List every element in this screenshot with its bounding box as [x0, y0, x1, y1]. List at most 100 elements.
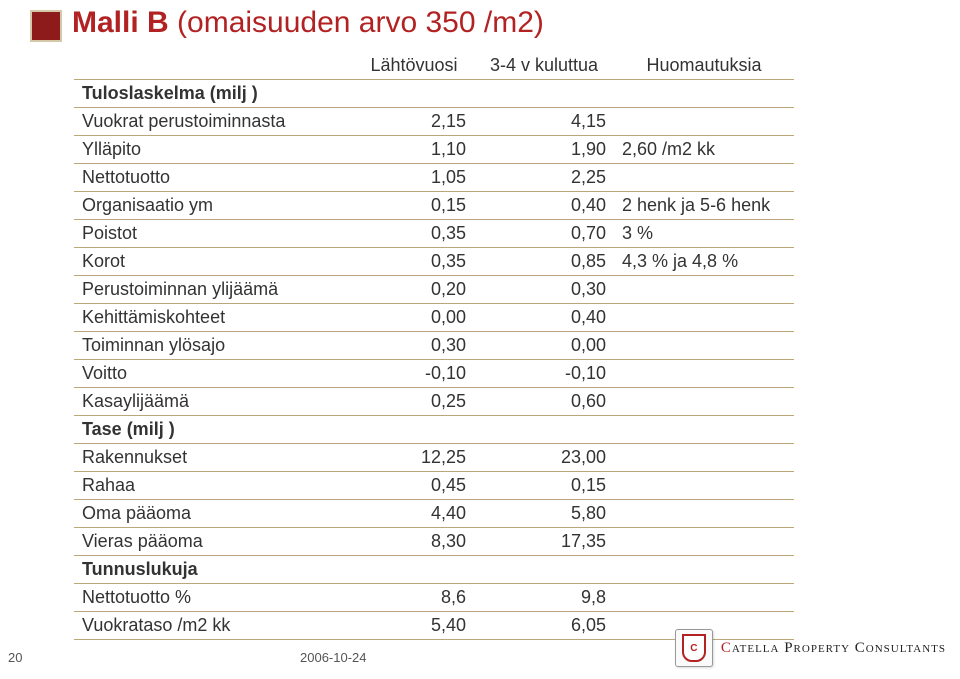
slide-title: Malli B (omaisuuden arvo 350 /m2)	[72, 6, 544, 40]
row-value-1: 2,15	[354, 108, 474, 136]
table-row: Vieras pääoma8,3017,35	[74, 528, 794, 556]
row-value-1: 12,25	[354, 444, 474, 472]
row-note	[614, 276, 794, 304]
row-value-1: 0,25	[354, 388, 474, 416]
table-row: Rahaa0,450,15	[74, 472, 794, 500]
table-row: Tuloslaskelma (milj )	[74, 80, 794, 108]
row-value-2: 0,40	[474, 192, 614, 220]
row-value-2: 23,00	[474, 444, 614, 472]
row-value-2: 2,25	[474, 164, 614, 192]
row-label: Nettotuotto %	[74, 584, 354, 612]
row-label: Ylläpito	[74, 136, 354, 164]
row-value-1: 8,6	[354, 584, 474, 612]
row-value-2: 0,70	[474, 220, 614, 248]
table-row: Voitto-0,10-0,10	[74, 360, 794, 388]
row-value-2: 17,35	[474, 528, 614, 556]
col-header-1: Lähtövuosi	[354, 52, 474, 80]
table-row: Toiminnan ylösajo0,300,00	[74, 332, 794, 360]
logo-text: Catella Property Consultants	[721, 641, 946, 656]
row-note	[614, 108, 794, 136]
row-label: Rahaa	[74, 472, 354, 500]
col-header-3: Huomautuksia	[614, 52, 794, 80]
table-row: Vuokrat perustoiminnasta2,154,15	[74, 108, 794, 136]
logo-first-letter: C	[721, 640, 732, 656]
row-value-2: -0,10	[474, 360, 614, 388]
row-value-2	[474, 556, 614, 584]
row-note	[614, 388, 794, 416]
row-value-1: 0,35	[354, 248, 474, 276]
table-row: Tunnuslukuja	[74, 556, 794, 584]
row-value-1: 1,05	[354, 164, 474, 192]
row-label: Tase (milj )	[74, 416, 354, 444]
row-value-1	[354, 80, 474, 108]
row-value-1: 0,35	[354, 220, 474, 248]
row-note	[614, 332, 794, 360]
logo-rest: atella Property Consultants	[732, 640, 946, 656]
footer: 20 2006-10-24 C Catella Property Consult…	[0, 625, 960, 673]
row-value-1: 4,40	[354, 500, 474, 528]
row-value-2: 1,90	[474, 136, 614, 164]
row-label: Oma pääoma	[74, 500, 354, 528]
col-header-0	[74, 52, 354, 80]
table-row: Korot0,350,854,3 % ja 4,8 %	[74, 248, 794, 276]
row-value-1: 0,45	[354, 472, 474, 500]
row-label: Vieras pääoma	[74, 528, 354, 556]
row-value-1: -0,10	[354, 360, 474, 388]
row-label: Organisaatio ym	[74, 192, 354, 220]
row-note	[614, 556, 794, 584]
row-value-2: 0,30	[474, 276, 614, 304]
row-value-1: 0,20	[354, 276, 474, 304]
title-main: Malli B	[72, 6, 169, 39]
row-note: 2 henk ja 5-6 henk	[614, 192, 794, 220]
row-note	[614, 80, 794, 108]
row-value-2: 0,85	[474, 248, 614, 276]
col-header-2: 3-4 v kuluttua	[474, 52, 614, 80]
row-value-2	[474, 80, 614, 108]
row-label: Perustoiminnan ylijäämä	[74, 276, 354, 304]
row-note	[614, 416, 794, 444]
logo-crest-icon: C	[675, 629, 713, 667]
row-note	[614, 164, 794, 192]
table-row: Nettotuotto %8,69,8	[74, 584, 794, 612]
row-note	[614, 444, 794, 472]
row-value-1	[354, 556, 474, 584]
row-value-2: 5,80	[474, 500, 614, 528]
row-value-2: 4,15	[474, 108, 614, 136]
row-note	[614, 360, 794, 388]
table-row: Perustoiminnan ylijäämä0,200,30	[74, 276, 794, 304]
company-logo: C Catella Property Consultants	[675, 629, 946, 667]
row-value-2: 0,40	[474, 304, 614, 332]
row-label: Korot	[74, 248, 354, 276]
row-note: 4,3 % ja 4,8 %	[614, 248, 794, 276]
row-value-2: 0,15	[474, 472, 614, 500]
table-row: Organisaatio ym0,150,402 henk ja 5-6 hen…	[74, 192, 794, 220]
row-value-2	[474, 416, 614, 444]
row-note	[614, 584, 794, 612]
corner-square	[30, 10, 62, 42]
row-label: Kehittämiskohteet	[74, 304, 354, 332]
table-row: Poistot0,350,703 %	[74, 220, 794, 248]
row-value-1: 0,30	[354, 332, 474, 360]
title-sub: (omaisuuden arvo 350 /m2)	[177, 6, 544, 39]
table-row: Kehittämiskohteet0,000,40	[74, 304, 794, 332]
row-note: 2,60 /m2 kk	[614, 136, 794, 164]
row-value-2: 0,60	[474, 388, 614, 416]
row-value-2: 0,00	[474, 332, 614, 360]
row-label: Poistot	[74, 220, 354, 248]
footer-date: 2006-10-24	[300, 650, 367, 665]
page-number: 20	[8, 650, 22, 665]
table-row: Kasaylijäämä0,250,60	[74, 388, 794, 416]
row-label: Tunnuslukuja	[74, 556, 354, 584]
row-note	[614, 528, 794, 556]
table-row: Rakennukset12,2523,00	[74, 444, 794, 472]
table-row: Oma pääoma4,405,80	[74, 500, 794, 528]
financial-table: Lähtövuosi 3-4 v kuluttua Huomautuksia T…	[74, 52, 794, 640]
row-value-1: 0,00	[354, 304, 474, 332]
row-value-1: 0,15	[354, 192, 474, 220]
table-row: Tase (milj )	[74, 416, 794, 444]
row-label: Voitto	[74, 360, 354, 388]
table-header-row: Lähtövuosi 3-4 v kuluttua Huomautuksia	[74, 52, 794, 80]
row-value-1: 1,10	[354, 136, 474, 164]
row-note	[614, 472, 794, 500]
row-value-2: 9,8	[474, 584, 614, 612]
